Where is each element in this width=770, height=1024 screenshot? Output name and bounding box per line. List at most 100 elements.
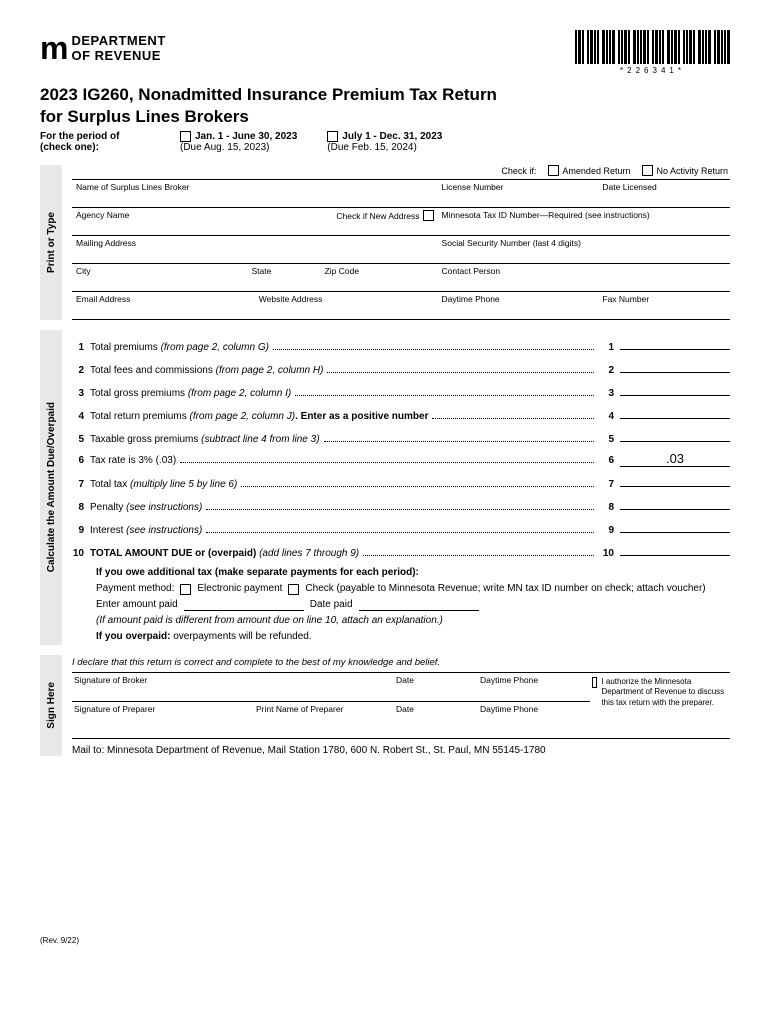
revision: (Rev. 9/22) (40, 936, 730, 945)
form-title-2: for Surplus Lines Brokers (40, 107, 730, 127)
dept-line2: OF REVENUE (71, 49, 165, 63)
amount-paid-label: Enter amount paid (96, 597, 178, 613)
header: m DEPARTMENT OF REVENUE *226341* (40, 30, 730, 75)
field-mailing[interactable]: Mailing Address (72, 235, 438, 263)
logo: m DEPARTMENT OF REVENUE (40, 30, 166, 67)
mail-to: Mail to: Minnesota Department of Revenue… (72, 738, 730, 756)
authorize-text: I authorize the Minnesota Department of … (601, 677, 728, 726)
line-10-value[interactable] (620, 542, 730, 556)
date-paid-field[interactable] (359, 600, 479, 611)
line-1-value[interactable] (620, 336, 730, 350)
field-date-licensed[interactable]: Date Licensed (598, 179, 730, 207)
period-label-2: (check one): (40, 142, 150, 153)
sig-prep-date[interactable]: Date (394, 701, 478, 730)
sig-broker-date[interactable]: Date (394, 672, 478, 701)
field-zip[interactable]: Zip Code (321, 263, 438, 291)
check-checkbox[interactable] (288, 584, 299, 595)
period-row: For the period of (check one): Jan. 1 - … (40, 131, 730, 153)
line-4: 4Total return premiums (from page 2, col… (72, 405, 730, 422)
tab-calc-label: Calculate the Amount Due/Overpaid (46, 402, 57, 572)
period-1-due: (Due Aug. 15, 2023) (180, 142, 297, 153)
line-1: 1Total premiums (from page 2, column G)1 (72, 336, 730, 353)
line-2: 2Total fees and commissions (from page 2… (72, 359, 730, 376)
agency-label: Agency Name (76, 210, 129, 220)
field-phone[interactable]: Daytime Phone (438, 291, 599, 319)
logo-mark: m (40, 30, 65, 67)
print-preparer[interactable]: Print Name of Preparer (254, 701, 394, 730)
tab-sign-label: Sign Here (46, 682, 57, 729)
sig-prep-phone[interactable]: Daytime Phone (478, 701, 590, 730)
form-title-1: 2023 IG260, Nonadmitted Insurance Premiu… (40, 85, 730, 105)
field-ssn[interactable]: Social Security Number (last 4 digits) (438, 235, 730, 263)
payment-block: If you owe additional tax (make separate… (96, 565, 730, 645)
field-state[interactable]: State (247, 263, 320, 291)
period-option-1: Jan. 1 - June 30, 2023 (Due Aug. 15, 202… (180, 131, 297, 153)
line-2-value[interactable] (620, 359, 730, 373)
line-6: 6Tax rate is 3% (.03)6.03 (72, 451, 730, 467)
tab-sign: Sign Here (40, 655, 62, 756)
field-broker-name[interactable]: Name of Surplus Lines Broker (72, 179, 438, 207)
tab-calc: Calculate the Amount Due/Overpaid (40, 330, 62, 645)
owe-label: If you owe additional tax (make separate… (96, 565, 730, 581)
line-9: 9Interest (see instructions)9 (72, 519, 730, 536)
barcode-bars (575, 30, 730, 64)
field-email[interactable]: Email Address (72, 291, 255, 319)
field-city[interactable]: City (72, 263, 247, 291)
tab-print-label: Print or Type (46, 212, 57, 273)
line-10: 10TOTAL AMOUNT DUE or (overpaid) (add li… (72, 542, 730, 559)
field-contact[interactable]: Contact Person (438, 263, 730, 291)
check-label: Check (payable to Minnesota Revenue; wri… (305, 581, 705, 597)
newaddr-label: Check if New Address (336, 211, 419, 221)
period-label-1: For the period of (40, 131, 150, 142)
field-fax[interactable]: Fax Number (598, 291, 730, 319)
section-print: Print or Type Check if: Amended Return N… (40, 165, 730, 320)
period-option-2: July 1 - Dec. 31, 2023 (Due Feb. 15, 202… (327, 131, 442, 153)
line-5-value[interactable] (620, 428, 730, 442)
period-1-checkbox[interactable] (180, 131, 191, 142)
electronic-label: Electronic payment (197, 581, 282, 597)
dept-line1: DEPARTMENT (71, 34, 165, 48)
line-8-value[interactable] (620, 496, 730, 510)
date-paid-label: Date paid (310, 597, 353, 613)
noactivity-checkbox[interactable] (642, 165, 653, 176)
authorize-checkbox[interactable] (592, 677, 597, 688)
line-8: 8Penalty (see instructions)8 (72, 496, 730, 513)
field-mn-tax-id[interactable]: Minnesota Tax ID Number—Required (see in… (438, 207, 730, 235)
check-row: Check if: Amended Return No Activity Ret… (72, 165, 730, 176)
tab-print: Print or Type (40, 165, 62, 320)
auth-box: I authorize the Minnesota Department of … (590, 672, 730, 730)
overpaid-text: overpayments will be refunded. (170, 631, 311, 642)
electronic-checkbox[interactable] (180, 584, 191, 595)
section-sign: Sign Here I declare that this return is … (40, 655, 730, 756)
line-3: 3Total gross premiums (from page 2, colu… (72, 382, 730, 399)
line-5: 5Taxable gross premiums (subtract line 4… (72, 428, 730, 445)
line-4-value[interactable] (620, 405, 730, 419)
period-1-label: Jan. 1 - June 30, 2023 (195, 131, 297, 142)
barcode-text: *226341* (620, 66, 685, 75)
line-3-value[interactable] (620, 382, 730, 396)
sig-preparer[interactable]: Signature of Preparer (72, 701, 254, 730)
overpaid-label: If you overpaid: (96, 631, 170, 642)
field-website[interactable]: Website Address (255, 291, 438, 319)
newaddr-checkbox[interactable] (423, 210, 434, 221)
period-2-checkbox[interactable] (327, 131, 338, 142)
line-9-value[interactable] (620, 519, 730, 533)
method-label: Payment method: (96, 581, 174, 597)
barcode: *226341* (575, 30, 730, 75)
diff-note: (If amount paid is different from amount… (96, 615, 443, 626)
section-calc: Calculate the Amount Due/Overpaid 1Total… (40, 330, 730, 645)
line-7: 7Total tax (multiply line 5 by line 6)7 (72, 473, 730, 490)
sig-broker-phone[interactable]: Daytime Phone (478, 672, 590, 701)
line-6-value: .03 (620, 451, 730, 467)
noactivity-label: No Activity Return (656, 166, 728, 176)
sig-broker[interactable]: Signature of Broker (72, 672, 394, 701)
period-2-label: July 1 - Dec. 31, 2023 (342, 131, 442, 142)
field-license[interactable]: License Number (438, 179, 599, 207)
amended-label: Amended Return (562, 166, 630, 176)
amount-paid-field[interactable] (184, 600, 304, 611)
amended-checkbox[interactable] (548, 165, 559, 176)
period-2-due: (Due Feb. 15, 2024) (327, 142, 442, 153)
field-agency[interactable]: Agency Name Check if New Address (72, 207, 438, 235)
logo-text: DEPARTMENT OF REVENUE (71, 34, 165, 63)
line-7-value[interactable] (620, 473, 730, 487)
